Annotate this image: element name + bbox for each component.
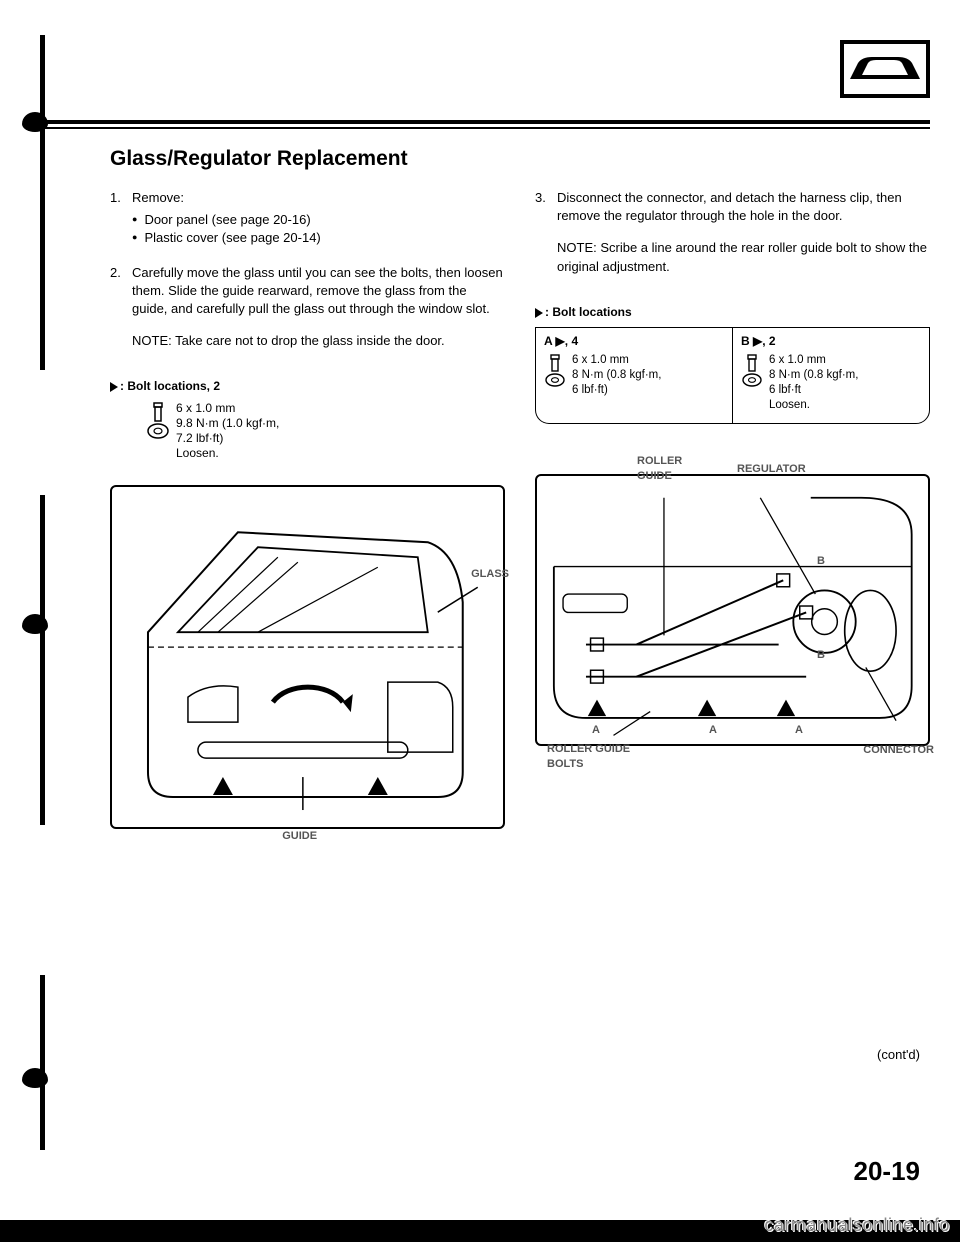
page-title: Glass/Regulator Replacement xyxy=(110,147,930,171)
bolt-icon xyxy=(741,353,763,389)
label-connector: CONNECTOR xyxy=(863,743,934,758)
step-text: Disconnect the connector, and detach the… xyxy=(557,190,902,223)
spec-line: Loosen. xyxy=(769,399,810,411)
bolt-spec-text: 6 x 1.0 mm 9.8 N·m (1.0 kgf·m, 7.2 lbf·f… xyxy=(176,401,279,461)
spec-line: Loosen. xyxy=(176,446,219,460)
step-text: Carefully move the glass until you can s… xyxy=(132,265,503,316)
watermark-text: carmanualsonline.info xyxy=(764,1215,950,1236)
binding-bar xyxy=(40,975,45,1150)
label-glass: GLASS xyxy=(471,567,509,582)
regulator-illustration xyxy=(549,484,917,736)
bolt-spec: 6 x 1.0 mm 9.8 N·m (1.0 kgf·m, 7.2 lbf·f… xyxy=(146,401,505,461)
bolt-heading-text: : Bolt locations xyxy=(545,305,632,319)
step-text: Remove: xyxy=(132,190,184,205)
label-guide: GUIDE xyxy=(282,829,317,844)
spec-line: 7.2 lbf·ft) xyxy=(176,431,223,445)
triangle-icon xyxy=(110,382,118,392)
binding-bar xyxy=(40,35,45,370)
step-3: 3. Disconnect the connector, and detach … xyxy=(535,189,930,276)
bolt-heading-text: : Bolt locations, 2 xyxy=(120,379,220,393)
spec-line: 9.8 N·m (1.0 kgf·m, xyxy=(176,416,279,430)
step-number: 2. xyxy=(110,264,121,282)
step-note: NOTE: Take care not to drop the glass in… xyxy=(132,332,505,350)
label-a: A xyxy=(709,723,717,738)
step-note: NOTE: Scribe a line around the rear roll… xyxy=(557,239,930,275)
spec-header: A ▶, 4 xyxy=(544,334,724,350)
spec-line: 8 N·m (0.8 kgf·m, xyxy=(572,369,661,381)
bolt-spec-dual: A ▶, 4 6 x 1.0 mm 8 N·m (0.8 kgf·m, 6 lb… xyxy=(535,327,930,424)
spec-line: 8 N·m (0.8 kgf·m, xyxy=(769,369,858,381)
label-roller-guide-bolts: ROLLER GUIDE BOLTS xyxy=(547,742,630,773)
figure-door-glass: GLASS GUIDE xyxy=(110,485,505,828)
spec-line: 6 lbf·ft) xyxy=(572,384,608,396)
bolt-spec-b: B ▶, 2 6 x 1.0 mm 8 N·m (0.8 kgf·m, 6 lb… xyxy=(732,327,930,424)
binding-bar xyxy=(40,495,45,825)
bullet-item: Door panel (see page 20-16) xyxy=(132,211,505,229)
label-a: A xyxy=(592,723,600,738)
bolt-locations-heading: : Bolt locations, 2 xyxy=(110,378,505,395)
spec-line: 6 x 1.0 mm xyxy=(176,401,235,415)
triangle-icon xyxy=(535,308,543,318)
spine-marker-icon xyxy=(22,614,48,634)
step-1-bullets: Door panel (see page 20-16) Plastic cove… xyxy=(132,211,505,247)
door-glass-illustration xyxy=(128,501,488,813)
spec-header: B ▶, 2 xyxy=(741,334,921,350)
contd-label: (cont'd) xyxy=(877,1046,920,1064)
step-1: 1. Remove: Door panel (see page 20-16) P… xyxy=(110,189,505,248)
rule-thick xyxy=(45,120,930,124)
page: Glass/Regulator Replacement 1. Remove: D… xyxy=(0,0,960,1242)
label-regulator: REGULATOR xyxy=(737,462,806,477)
label-b: B xyxy=(817,554,825,569)
label-roller-guide: ROLLER GUIDE xyxy=(637,454,682,485)
label-b: B xyxy=(817,648,825,663)
brand-icon-box xyxy=(840,40,930,98)
spec-text: 6 x 1.0 mm 8 N·m (0.8 kgf·m, 6 lbf·ft Lo… xyxy=(769,353,858,413)
label-a: A xyxy=(795,723,803,738)
page-number: 20-19 xyxy=(854,1156,921,1187)
bolt-icon xyxy=(544,353,566,389)
spec-line: 6 x 1.0 mm xyxy=(769,354,826,366)
step-2: 2. Carefully move the glass until you ca… xyxy=(110,264,505,351)
spec-line: 6 lbf·ft xyxy=(769,384,801,396)
content-columns: 1. Remove: Door panel (see page 20-16) P… xyxy=(110,189,930,829)
spec-line: 6 x 1.0 mm xyxy=(572,354,629,366)
bolt-spec-a: A ▶, 4 6 x 1.0 mm 8 N·m (0.8 kgf·m, 6 lb… xyxy=(535,327,732,424)
right-column: 3. Disconnect the connector, and detach … xyxy=(535,189,930,829)
rule-thin xyxy=(45,127,930,129)
step-number: 1. xyxy=(110,189,121,207)
left-column: 1. Remove: Door panel (see page 20-16) P… xyxy=(110,189,505,829)
figure-regulator: ROLLER GUIDE REGULATOR ROLLER GUIDE BOLT… xyxy=(535,474,930,746)
car-silhouette-icon xyxy=(844,44,926,94)
bullet-item: Plastic cover (see page 20-14) xyxy=(132,229,505,247)
bolt-locations-heading: : Bolt locations xyxy=(535,304,930,321)
spine-marker-icon xyxy=(22,112,48,132)
step-number: 3. xyxy=(535,189,546,207)
bolt-icon xyxy=(146,401,170,441)
spine-marker-icon xyxy=(22,1068,48,1088)
spec-text: 6 x 1.0 mm 8 N·m (0.8 kgf·m, 6 lbf·ft) xyxy=(572,353,661,398)
